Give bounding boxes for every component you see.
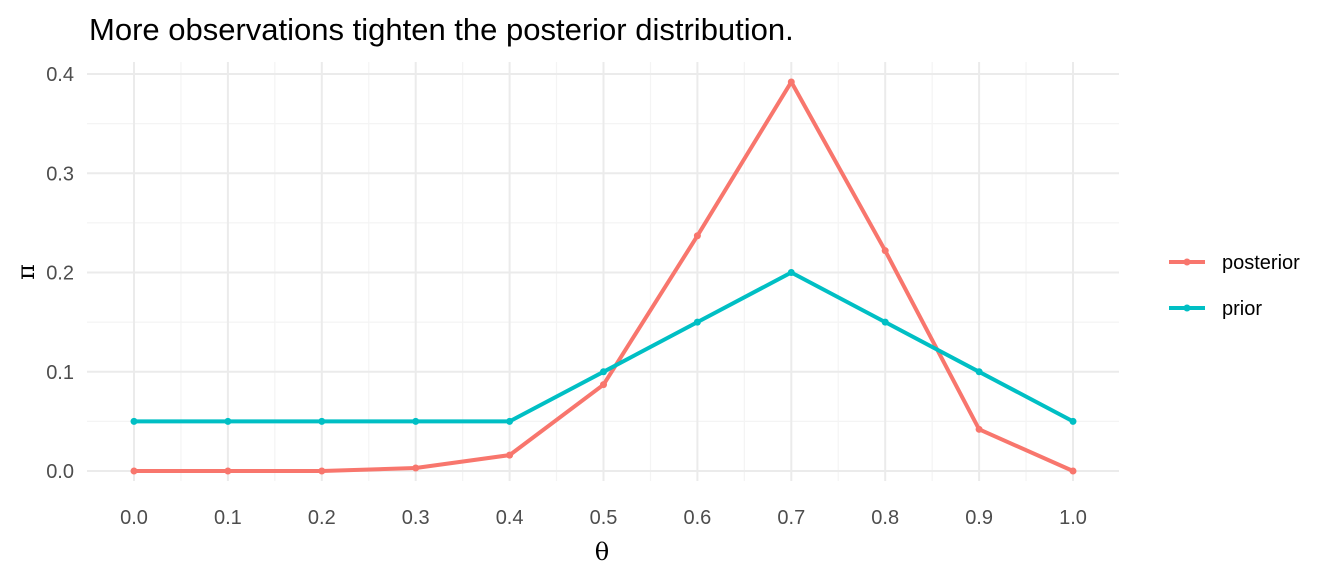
y-axis-title: π <box>12 264 40 280</box>
series-prior <box>130 269 1077 425</box>
legend-item-posterior: posterior <box>1169 252 1300 274</box>
data-point-posterior <box>1069 467 1077 475</box>
x-tick-label: 0.8 <box>871 507 899 529</box>
data-point-prior <box>224 417 232 425</box>
x-tick-label: 1.0 <box>1059 507 1087 529</box>
series-layer <box>130 78 1077 475</box>
x-tick-label: 0.0 <box>120 507 148 529</box>
legend-item-prior: prior <box>1169 298 1262 320</box>
data-point-posterior <box>130 467 138 475</box>
plot-grid <box>87 62 1119 481</box>
data-point-posterior <box>506 451 514 459</box>
x-tick-label: 0.7 <box>777 507 805 529</box>
data-point-posterior <box>881 247 889 255</box>
y-tick-label: 0.2 <box>46 263 74 285</box>
data-point-prior <box>318 417 326 425</box>
data-point-posterior <box>600 381 607 389</box>
legend-label: prior <box>1222 298 1262 320</box>
x-tick-label: 0.2 <box>308 507 336 529</box>
x-tick-label: 0.6 <box>683 507 711 529</box>
legend-label: posterior <box>1222 252 1300 274</box>
chart-title: More observations tighten the posterior … <box>89 12 794 47</box>
data-point-posterior <box>412 464 420 472</box>
data-point-prior <box>1069 417 1077 425</box>
data-point-posterior <box>975 425 983 433</box>
data-point-posterior <box>693 232 701 240</box>
data-point-posterior <box>224 467 232 475</box>
x-tick-label: 0.4 <box>496 507 524 529</box>
x-axis-title: θ <box>595 538 609 566</box>
data-point-prior <box>975 368 983 376</box>
data-point-prior <box>600 368 607 376</box>
legend: posterior prior <box>1169 252 1300 320</box>
y-tick-label: 0.3 <box>46 163 74 185</box>
data-point-prior <box>412 417 420 425</box>
data-point-prior <box>881 318 889 326</box>
data-point-prior <box>130 417 138 425</box>
x-axis-ticks: 0.0 0.1 0.2 0.3 0.4 0.5 0.6 0.7 0.8 0.9 1.0 <box>120 507 1087 529</box>
data-point-prior <box>506 417 514 425</box>
y-tick-label: 0.0 <box>46 461 74 483</box>
x-tick-label: 0.9 <box>965 507 993 529</box>
y-tick-label: 0.1 <box>46 362 74 384</box>
data-point-prior <box>693 318 701 326</box>
x-tick-label: 0.5 <box>590 507 618 529</box>
data-point-prior <box>787 269 795 276</box>
x-tick-label: 0.1 <box>214 507 242 529</box>
data-point-posterior <box>318 467 326 475</box>
legend-key-point <box>1183 304 1191 312</box>
y-axis-ticks: 0.0 0.1 0.2 0.3 0.4 <box>46 64 74 483</box>
x-tick-label: 0.3 <box>402 507 430 529</box>
series-posterior <box>130 78 1077 475</box>
data-point-posterior <box>787 78 795 86</box>
legend-key-point <box>1183 258 1191 266</box>
y-tick-label: 0.4 <box>46 64 74 86</box>
